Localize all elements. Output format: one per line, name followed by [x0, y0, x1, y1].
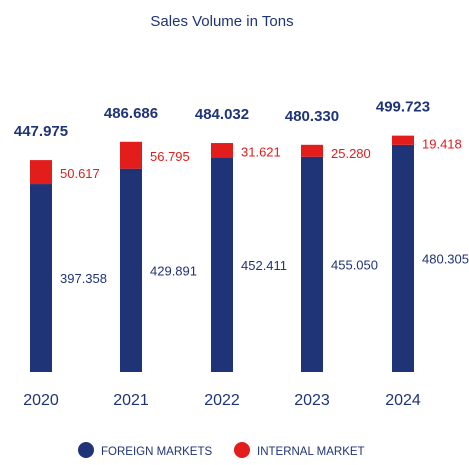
- x-tick-label-2020: 2020: [23, 392, 59, 409]
- data-label-foreign-2024: 480.305: [422, 251, 469, 266]
- data-label-internal-2020: 50.617: [60, 166, 100, 181]
- legend-label-internal: INTERNAL MARKET: [257, 446, 365, 458]
- legend-label-foreign: FOREIGN MARKETS: [101, 446, 213, 458]
- legend-swatch-foreign: [78, 442, 94, 458]
- x-tick-label-2023: 2023: [294, 392, 330, 409]
- data-label-internal-2022: 31.621: [241, 145, 281, 160]
- bar-internal-2020: [30, 160, 52, 185]
- data-label-internal-2024: 19.418: [422, 137, 462, 152]
- bar-foreign-2020: [30, 184, 52, 372]
- legend: FOREIGN MARKETS INTERNAL MARKET: [78, 442, 365, 458]
- data-label-foreign-2020: 397.358: [60, 271, 107, 286]
- x-tick-label-2024: 2024: [385, 392, 421, 409]
- total-label-2020: 447.975: [14, 123, 68, 140]
- total-label-2021: 486.686: [104, 105, 158, 122]
- x-tick-label-2022: 2022: [204, 392, 240, 409]
- total-label-2024: 499.723: [376, 99, 430, 116]
- bar-internal-2021: [120, 141, 142, 169]
- bar-internal-2022: [211, 143, 233, 159]
- chart-title: Sales Volume in Tons: [150, 13, 293, 30]
- legend-swatch-internal: [234, 442, 250, 458]
- bar-internal-2024: [392, 135, 414, 145]
- data-label-internal-2023: 25.280: [331, 146, 371, 161]
- data-label-foreign-2023: 455.050: [331, 257, 378, 272]
- data-label-foreign-2022: 452.411: [241, 258, 287, 273]
- bars-layer: 397.358 50.617 447.975 2020 429.891 56.795 486…: [14, 99, 469, 409]
- bar-foreign-2021: [120, 168, 142, 372]
- bar-foreign-2024: [392, 144, 414, 372]
- bar-foreign-2022: [211, 158, 233, 372]
- data-label-internal-2021: 56.795: [150, 149, 190, 164]
- total-label-2023: 480.330: [285, 108, 339, 125]
- data-label-foreign-2021: 429.891: [150, 263, 197, 278]
- bar-internal-2023: [301, 144, 323, 157]
- total-label-2022: 484.032: [195, 106, 249, 123]
- bar-foreign-2023: [301, 156, 323, 372]
- x-tick-label-2021: 2021: [113, 392, 149, 409]
